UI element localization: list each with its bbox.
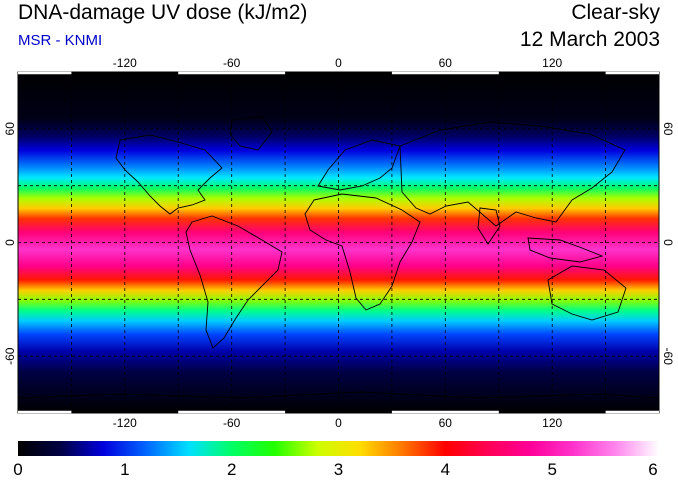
lon-tick-label: -120	[113, 56, 137, 70]
coastline-asia	[399, 121, 626, 227]
lon-tick-label: -60	[223, 416, 241, 430]
colorbar-label: 3	[334, 460, 343, 479]
coastline-antarctica	[18, 391, 659, 399]
coastline-africa	[304, 193, 421, 311]
sky-condition-label: Clear-sky	[571, 1, 660, 24]
colorbar-label: 0	[13, 460, 22, 479]
coastline-indonesia	[527, 237, 604, 263]
source-label: MSR - KNMI	[18, 32, 103, 49]
coastlines	[18, 115, 659, 399]
lat-tick-label: -60	[3, 347, 17, 365]
lon-ticks-bottom: -120 -60 0 60 120	[113, 416, 563, 430]
coastline-south-america	[185, 215, 283, 349]
lon-tick-label: -60	[223, 56, 241, 70]
coastline-australia	[547, 265, 627, 321]
lat-tick-label: 60	[3, 122, 17, 136]
coastline-europe	[317, 139, 401, 191]
coastline-india	[477, 207, 501, 245]
lat-ticks-right: 60 0 -60	[661, 122, 675, 365]
colorbar	[18, 441, 659, 456]
lon-tick-label: 0	[335, 56, 342, 70]
lat-ticks-left: 60 0 -60	[3, 122, 17, 365]
map-title: DNA-damage UV dose (kJ/m2)	[18, 1, 308, 24]
colorbar-label: 4	[441, 460, 450, 479]
coastline-north-america	[115, 134, 223, 215]
lat-tick-label: 0	[3, 239, 17, 246]
graticule	[18, 72, 659, 413]
lon-ticks-top: -120 -60 0 60 120	[113, 56, 563, 70]
lat-tick-label: 0	[661, 239, 675, 246]
colorbar-label: 1	[120, 460, 129, 479]
lon-tick-label: 120	[542, 416, 562, 430]
colorbar-labels: 0 1 2 3 4 5 6	[13, 460, 657, 479]
date-label: 12 March 2003	[519, 28, 660, 51]
lat-tick-label: 60	[661, 122, 675, 136]
lon-tick-label: 0	[335, 416, 342, 430]
lat-tick-label: -60	[661, 348, 675, 366]
map-border-segments	[18, 71, 659, 414]
colorbar-label: 2	[227, 460, 236, 479]
lon-tick-label: -120	[113, 416, 137, 430]
map-frame	[17, 71, 660, 414]
lon-tick-label: 60	[439, 416, 453, 430]
coastline-greenland	[229, 115, 273, 151]
lon-tick-label: 120	[542, 56, 562, 70]
colorbar-label: 5	[547, 460, 556, 479]
lon-tick-label: 60	[439, 56, 453, 70]
colorbar-label: 6	[648, 460, 657, 479]
